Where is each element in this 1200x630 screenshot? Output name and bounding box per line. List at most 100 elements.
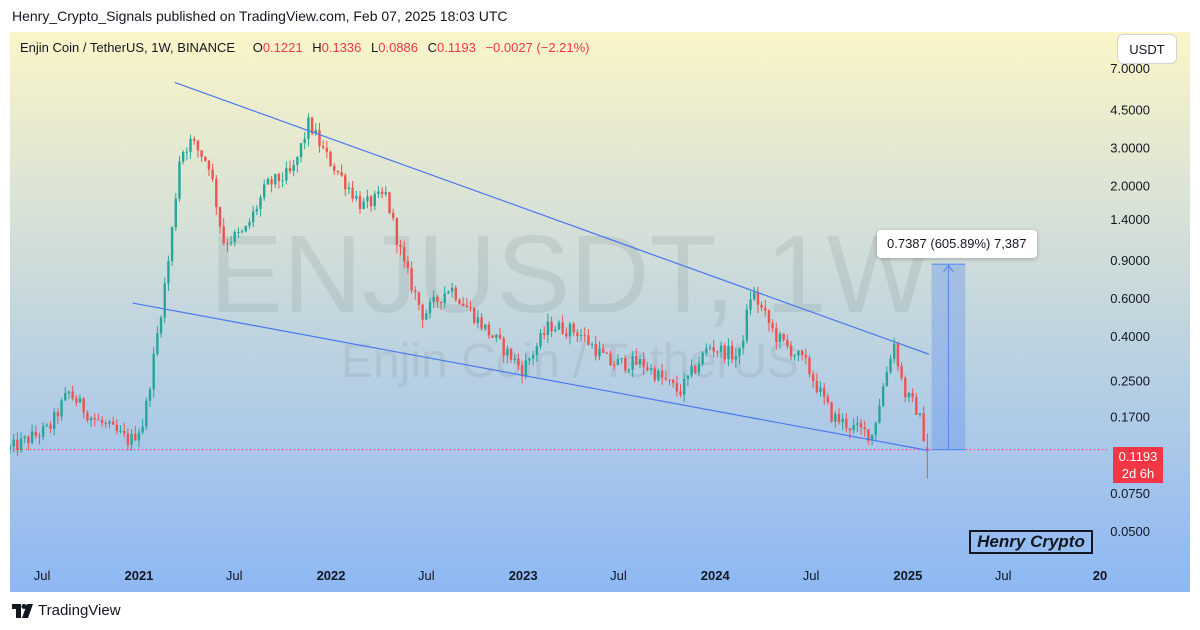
candle-body: [163, 283, 166, 318]
candle-body: [266, 179, 270, 185]
candle-body: [535, 346, 539, 355]
candle-body: [561, 322, 564, 334]
candle-body: [285, 168, 288, 181]
candle-body: [388, 192, 391, 213]
candle-body: [520, 365, 524, 377]
candle-body: [314, 130, 317, 134]
candle-body: [439, 301, 443, 303]
candle-body: [380, 191, 384, 195]
candle-body: [638, 358, 642, 365]
candle-body: [93, 417, 96, 420]
x-tick-label: Jul: [803, 568, 820, 583]
trendlines[interactable]: [132, 81, 930, 452]
trendline-lower: [132, 302, 930, 452]
candle-body: [627, 369, 631, 371]
candle-body: [10, 446, 12, 450]
candle-body: [421, 304, 424, 320]
watermark-ticker: ENJUSDT, 1W: [209, 213, 930, 336]
candle-body: [41, 425, 45, 437]
candle-body: [181, 152, 185, 162]
candle-body: [671, 379, 675, 383]
candle-body: [830, 402, 833, 422]
legend-high: 0.1336: [321, 40, 362, 55]
legend-symbol[interactable]: Enjin Coin / TetherUS, 1W, BINANCE: [20, 40, 236, 55]
candle-body: [23, 436, 26, 439]
candle-body: [683, 378, 686, 395]
candle-body: [705, 348, 708, 353]
candle-body: [837, 413, 841, 423]
candle-body: [546, 321, 550, 335]
x-tick-label: 2025: [893, 568, 922, 583]
candle-body: [104, 422, 107, 424]
measure-label: 0.7387 (605.89%) 7,387: [877, 230, 1037, 258]
candle-body: [915, 397, 918, 415]
currency-button[interactable]: USDT: [1117, 34, 1177, 64]
candle-body: [579, 335, 583, 337]
candle-body: [487, 324, 491, 336]
candle-body: [215, 179, 218, 208]
candle-body: [251, 211, 255, 223]
candle-body: [111, 421, 115, 425]
candle-body: [587, 335, 590, 345]
candle-body: [834, 413, 837, 422]
candle-body: [436, 296, 439, 302]
candle-body: [782, 333, 785, 340]
candle-body: [893, 343, 896, 359]
time-axis[interactable]: Jul 2021 Jul 2022 Jul 2023 Jul 2024 Jul 2025 Jul 20: [34, 568, 1107, 583]
candle-body: [325, 147, 329, 152]
candle-body: [675, 382, 679, 392]
legend-low: 0.0886: [378, 40, 418, 55]
price-chart[interactable]: ENJUSDT, 1W Enjin Coin / TetherUS 7.0000…: [10, 32, 1190, 592]
y-tick-label: 7.0000: [1110, 61, 1150, 76]
candle-body: [366, 196, 369, 202]
last-price-tag: 0.1193 2d 6h: [1113, 447, 1163, 483]
candle-body: [49, 424, 52, 429]
candle-body: [60, 400, 63, 417]
candle-body: [756, 292, 760, 305]
candle-body: [900, 366, 903, 379]
candle-body: [384, 192, 387, 195]
candle-body: [211, 169, 214, 180]
candle-body: [867, 429, 870, 441]
candle-body: [16, 439, 19, 451]
candle-body: [53, 412, 56, 429]
candle-body: [34, 431, 37, 436]
publisher-bar: Henry_Crypto_Signals published on Tradin…: [0, 0, 1200, 32]
candle-body: [819, 387, 822, 392]
measure-tool[interactable]: [931, 263, 966, 451]
candle-body: [856, 423, 859, 425]
candle-body: [557, 322, 561, 330]
candle-body: [845, 418, 848, 429]
candle-body: [823, 387, 826, 397]
candle-body: [130, 433, 133, 445]
candle-body: [97, 419, 100, 421]
candle-body: [896, 343, 900, 367]
candle-body: [476, 317, 480, 323]
candle-body: [605, 352, 609, 354]
price-axis[interactable]: 7.0000 4.5000 3.0000 2.0000 1.4000 0.9000 0.60…: [1110, 61, 1150, 539]
candle-body: [115, 424, 119, 432]
candle-body: [27, 436, 30, 444]
candle-body: [56, 412, 60, 417]
candle-body: [307, 117, 310, 139]
legend-open-label: O: [252, 40, 263, 55]
candle-body: [100, 419, 104, 423]
candle-body: [218, 207, 222, 227]
candle-body: [723, 345, 726, 360]
candle-body: [193, 138, 196, 141]
candle-body: [333, 166, 336, 171]
candle-body: [745, 309, 749, 341]
candle-body: [233, 232, 236, 243]
candle-body: [686, 375, 690, 379]
chart-area[interactable]: ENJUSDT, 1W Enjin Coin / TetherUS 7.0000…: [10, 32, 1190, 592]
chart-background: [10, 32, 1190, 592]
candle-body: [660, 370, 664, 378]
candle-body: [789, 345, 793, 357]
candle-body: [565, 333, 568, 337]
candle-body: [764, 307, 767, 311]
x-tick-label: Jul: [418, 568, 435, 583]
tradingview-logo[interactable]: TradingView: [12, 602, 121, 619]
candle-body: [690, 365, 693, 376]
candle-body: [458, 299, 461, 305]
x-tick-label: Jul: [610, 568, 627, 583]
